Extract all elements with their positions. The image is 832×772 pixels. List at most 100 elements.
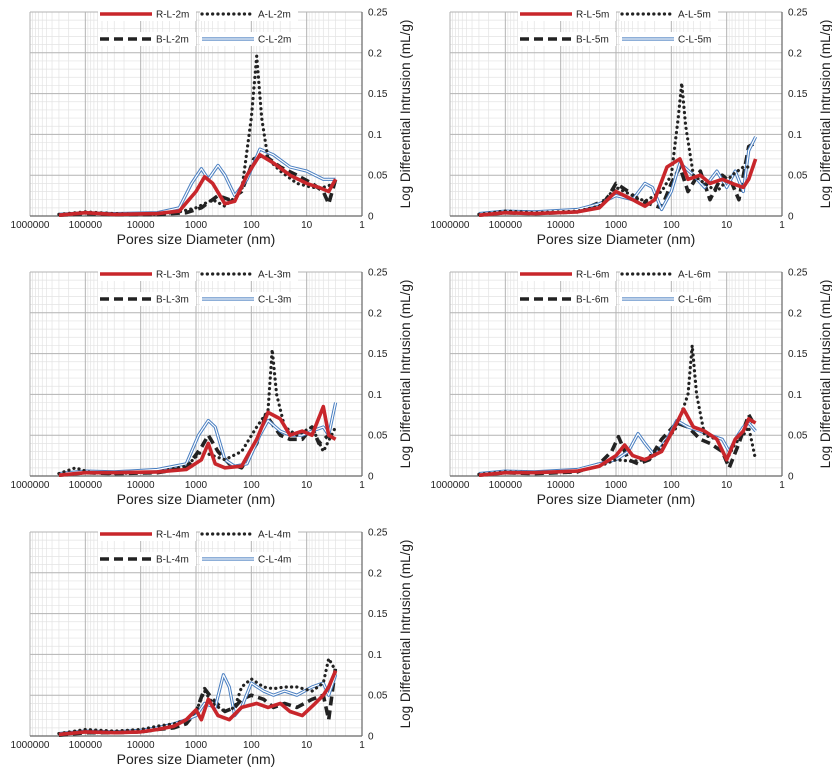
y-tick-label: 0.05 — [368, 171, 388, 182]
y-tick-label: 0.15 — [788, 89, 808, 100]
chart-panel-2: 1000000 100000 10000 1000 100 10 10 0.05 0.1 0.15… — [431, 7, 832, 247]
x-axis-title: Pores size Diameter (nm) — [537, 231, 696, 247]
y-tick-label: 0.1 — [368, 390, 382, 401]
x-tick-label: 100000 — [489, 480, 523, 491]
legend-label: A-L-4m — [258, 530, 291, 541]
x-tick-label: 10000 — [547, 220, 575, 231]
legend-item: A-L-2m — [200, 7, 298, 21]
legend-label: C-L-6m — [678, 295, 711, 306]
legend-label: C-L-5m — [678, 35, 711, 46]
legend-item: B-L-2m — [98, 32, 196, 46]
legend-item: R-L-4m — [98, 527, 196, 541]
legend-label: B-L-2m — [156, 35, 189, 46]
y-tick-label: 0.2 — [788, 308, 802, 319]
x-tick-label: 1000 — [605, 480, 628, 491]
y-tick-label: 0 — [368, 472, 374, 483]
legend-item: A-L-6m — [620, 267, 718, 281]
series-line — [477, 81, 758, 216]
legend-item: C-L-3m — [200, 292, 298, 306]
y-tick-label: 0 — [368, 212, 374, 223]
legend-item: B-L-5m — [518, 32, 616, 46]
legend-label: A-L-5m — [678, 10, 711, 21]
x-tick-label: 1000 — [605, 220, 628, 231]
legend-label: C-L-3m — [258, 295, 291, 306]
legend-label: B-L-4m — [156, 555, 189, 566]
x-axis-title: Pores size Diameter (nm) — [117, 491, 276, 507]
series-B-L-3m — [58, 413, 336, 477]
series-C-L-4m — [58, 673, 338, 736]
y-axis-title: Log Differential Intrusion (mL/g) — [398, 540, 413, 729]
y-tick-label: 0.15 — [368, 349, 388, 360]
x-tick-label: 10 — [301, 740, 313, 751]
y-tick-label: 0 — [368, 732, 374, 743]
x-tick-label: 1000000 — [431, 220, 470, 231]
legend: R-L-4m A-L-4m B-L-4m C-L-4m — [98, 527, 298, 566]
x-tick-label: 1000 — [185, 740, 208, 751]
legend-item: B-L-3m — [98, 292, 196, 306]
x-tick-label: 1 — [359, 480, 365, 491]
legend-label: R-L-2m — [156, 10, 189, 21]
y-tick-label: 0 — [788, 472, 794, 483]
series-A-L-5m — [477, 81, 758, 216]
legend-label: A-L-6m — [678, 270, 711, 281]
y-tick-label: 0.05 — [368, 691, 388, 702]
x-tick-label: 10 — [721, 480, 733, 491]
series-line — [58, 404, 337, 477]
y-tick-label: 0.1 — [788, 130, 802, 141]
legend-item: C-L-2m — [200, 32, 298, 46]
chart-panel-1: 1000000 100000 10000 1000 100 10 10 0.05 0.1 0.15… — [11, 7, 413, 247]
y-tick-label: 0.1 — [368, 130, 382, 141]
series-B-L-6m — [478, 413, 758, 477]
y-tick-label: 0.25 — [368, 8, 388, 19]
y-tick-label: 0.1 — [368, 650, 382, 661]
y-tick-label: 0.15 — [788, 349, 808, 360]
x-tick-label: 1 — [779, 220, 785, 231]
series-line — [478, 413, 758, 477]
series-R-L-4m — [58, 669, 338, 737]
x-tick-label: 1000000 — [11, 480, 50, 491]
y-tick-label: 0.1 — [788, 390, 802, 401]
x-tick-label: 100 — [243, 480, 260, 491]
legend-item: C-L-4m — [200, 552, 298, 566]
y-axis-title: Log Differential Intrusion (mL/g) — [398, 280, 413, 469]
series-line — [58, 673, 338, 736]
legend-item: R-L-5m — [518, 7, 616, 21]
legend-label: B-L-5m — [576, 35, 609, 46]
x-tick-label: 1000 — [185, 220, 208, 231]
chart-panel-4: 1000000 100000 10000 1000 100 10 10 0.05 0.1 0.15… — [431, 267, 832, 507]
y-tick-label: 0.25 — [788, 8, 808, 19]
x-tick-label: 100000 — [69, 480, 103, 491]
x-tick-label: 1 — [359, 740, 365, 751]
y-axis-title: Log Differential Intrusion (mL/g) — [398, 20, 413, 209]
series-R-L-2m — [58, 153, 338, 217]
x-tick-label: 10 — [301, 220, 313, 231]
legend: R-L-5m A-L-5m B-L-5m C-L-5m — [518, 7, 718, 46]
legend-label: A-L-2m — [258, 10, 291, 21]
legend: R-L-2m A-L-2m B-L-2m C-L-2m — [98, 7, 298, 46]
y-axis-title: Log Differential Intrusion (mL/g) — [818, 280, 832, 469]
y-tick-label: 0.25 — [368, 268, 388, 279]
series-R-L-3m — [58, 404, 337, 477]
x-tick-label: 1000000 — [11, 220, 50, 231]
legend-item: R-L-6m — [518, 267, 616, 281]
legend-label: R-L-4m — [156, 530, 189, 541]
legend-label: R-L-6m — [576, 270, 609, 281]
x-tick-label: 10 — [721, 220, 733, 231]
y-tick-label: 0.05 — [788, 431, 808, 442]
legend-label: B-L-6m — [576, 295, 609, 306]
legend-item: A-L-5m — [620, 7, 718, 21]
x-tick-label: 1000 — [185, 480, 208, 491]
chart-panel-5: 1000000 100000 10000 1000 100 10 10 0.05 0.1 0.15… — [11, 527, 413, 767]
y-tick-label: 0.05 — [368, 431, 388, 442]
series-B-L-5m — [478, 141, 757, 217]
series-A-L-4m — [57, 656, 338, 736]
series-line — [57, 656, 338, 736]
series-line — [58, 153, 338, 217]
y-tick-label: 0.15 — [368, 609, 388, 620]
series-B-L-2m — [58, 153, 338, 217]
x-tick-label: 100 — [243, 220, 260, 231]
y-tick-label: 0.25 — [788, 268, 808, 279]
x-tick-label: 1000000 — [11, 740, 50, 751]
series-B-L-4m — [58, 666, 338, 737]
legend: R-L-6m A-L-6m B-L-6m C-L-6m — [518, 267, 718, 306]
